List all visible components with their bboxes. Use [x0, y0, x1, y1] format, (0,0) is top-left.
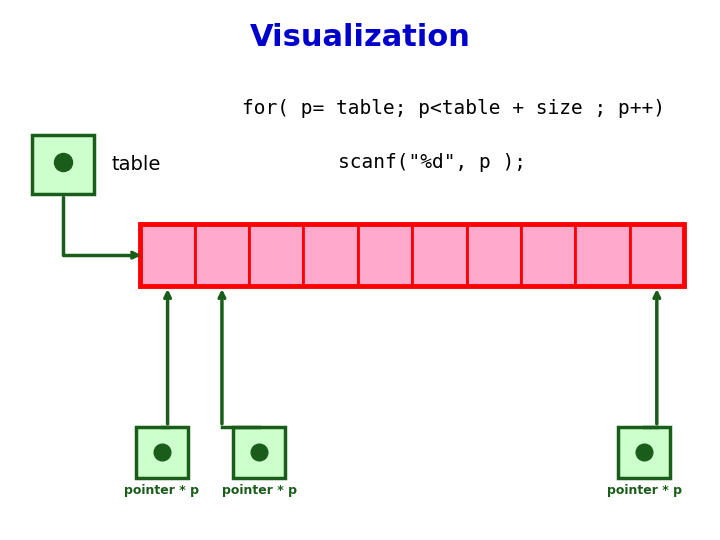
- Bar: [467, 224, 521, 286]
- Text: scanf("%d", p );: scanf("%d", p );: [338, 152, 526, 172]
- Text: Visualization: Visualization: [250, 23, 470, 52]
- Text: pointer * p: pointer * p: [125, 484, 199, 497]
- Text: for( p= table; p<table + size ; p++): for( p= table; p<table + size ; p++): [242, 98, 665, 118]
- Bar: [194, 224, 249, 286]
- Bar: [233, 427, 285, 478]
- Bar: [140, 224, 684, 286]
- Bar: [32, 135, 94, 194]
- Text: pointer * p: pointer * p: [222, 484, 297, 497]
- Text: table: table: [112, 155, 161, 174]
- Bar: [136, 427, 188, 478]
- Bar: [412, 224, 467, 286]
- Bar: [140, 224, 194, 286]
- Bar: [358, 224, 412, 286]
- Bar: [304, 224, 358, 286]
- Bar: [521, 224, 575, 286]
- Bar: [629, 224, 684, 286]
- Text: pointer * p: pointer * p: [607, 484, 682, 497]
- Bar: [618, 427, 670, 478]
- Bar: [249, 224, 304, 286]
- Bar: [575, 224, 629, 286]
